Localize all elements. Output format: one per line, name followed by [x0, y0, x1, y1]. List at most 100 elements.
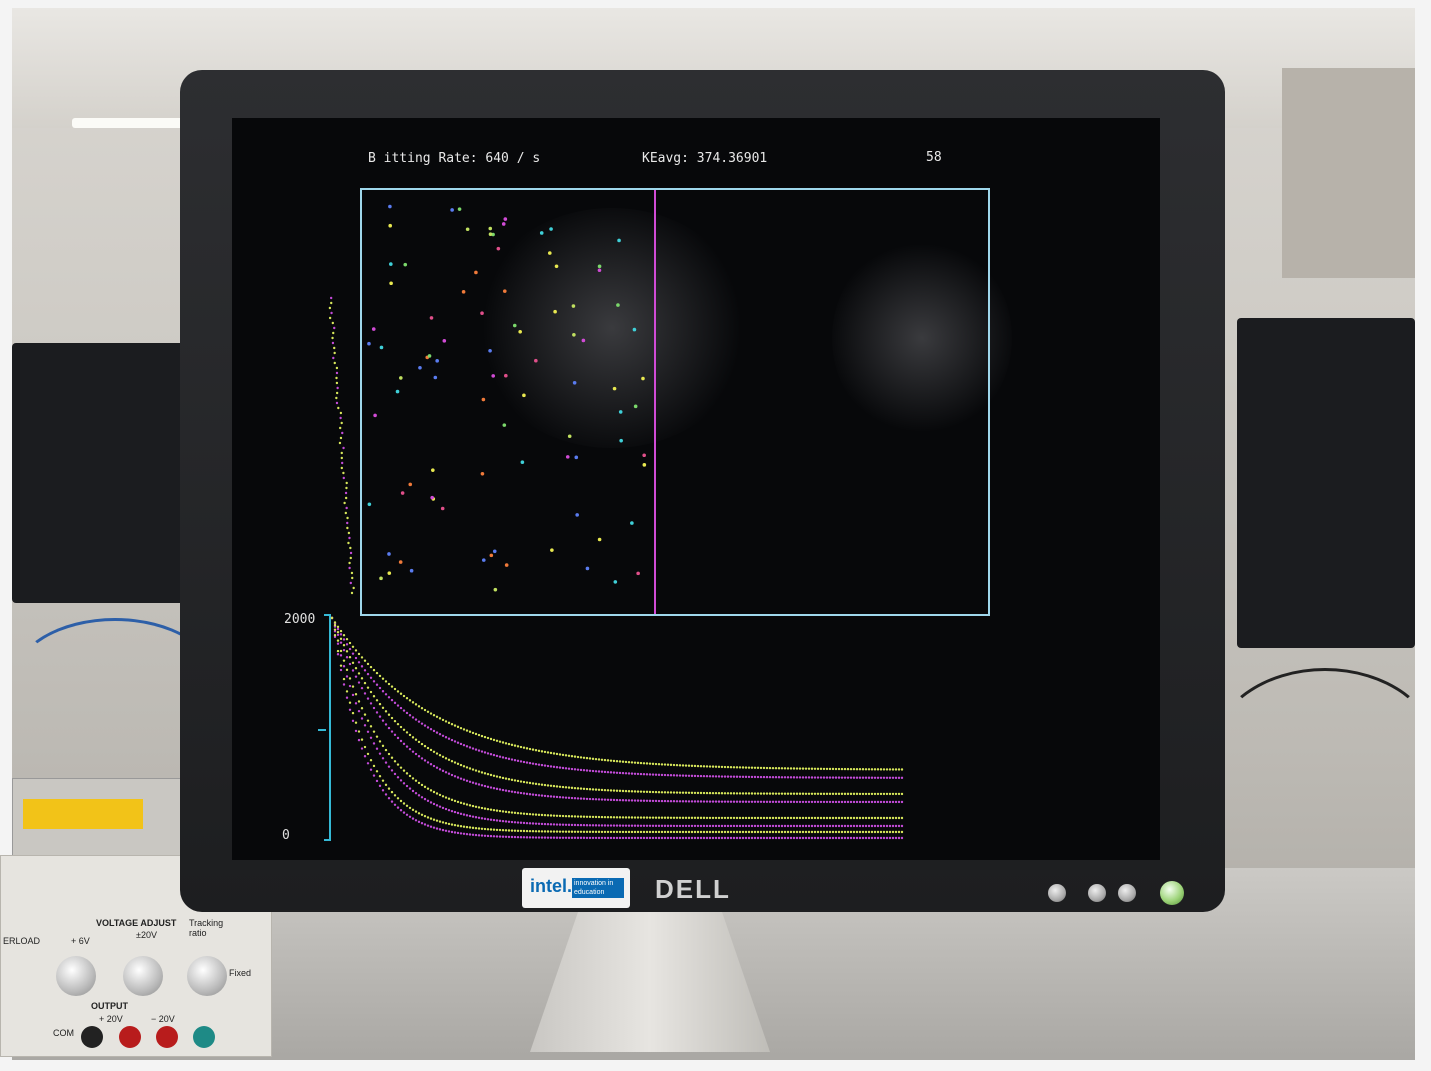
curve-dot: [475, 782, 477, 784]
curve-dot: [517, 760, 519, 762]
curve-dot: [394, 720, 396, 722]
power-button[interactable]: [1160, 881, 1184, 905]
curve-dot: [370, 737, 372, 739]
curve-dot: [817, 825, 819, 827]
curve-dot: [682, 764, 684, 766]
curve-dot: [748, 831, 750, 833]
curve-dot: [436, 767, 438, 769]
curve-dot: [862, 837, 864, 839]
knob-6v[interactable]: [56, 956, 96, 996]
curve-dot: [385, 749, 387, 751]
curve-dot: [490, 774, 492, 776]
curve-dot: [799, 831, 801, 833]
curve-dot: [760, 817, 762, 819]
curve-dot: [853, 825, 855, 827]
curve-dot: [805, 776, 807, 778]
curve-dot: [532, 822, 534, 824]
curve-dot: [742, 776, 744, 778]
curve-dot: [895, 777, 897, 779]
curve-dot: [757, 837, 759, 839]
curve-dot: [631, 772, 633, 774]
curve-dot: [760, 825, 762, 827]
curve-dot: [514, 744, 516, 746]
curve-dot: [706, 792, 708, 794]
curve-dot: [589, 816, 591, 818]
curve-dot: [664, 817, 666, 819]
curve-dot: [673, 825, 675, 827]
curve-dot: [814, 801, 816, 803]
curve-dot: [808, 817, 810, 819]
curve-dot: [718, 766, 720, 768]
curve-dot: [628, 799, 630, 801]
curve-dot: [742, 801, 744, 803]
curve-dot: [478, 734, 480, 736]
psu-output: OUTPUT: [91, 1001, 128, 1011]
input-button[interactable]: [1088, 884, 1106, 902]
curve-dot: [688, 775, 690, 777]
curve-dot: [883, 817, 885, 819]
curve-dot: [607, 824, 609, 826]
curve-dot: [667, 837, 669, 839]
curve-dot: [850, 825, 852, 827]
curve-dot: [463, 779, 465, 781]
jack-black[interactable]: [81, 1026, 103, 1048]
brightness-button[interactable]: [1118, 884, 1136, 902]
curve-dot: [787, 837, 789, 839]
jack-red-2[interactable]: [156, 1026, 178, 1048]
curve-dot: [628, 761, 630, 763]
curve-dot: [703, 831, 705, 833]
curve-dot: [415, 819, 417, 821]
curve-dot: [577, 815, 579, 817]
knob-20v[interactable]: [123, 956, 163, 996]
curve-dot: [670, 837, 672, 839]
curve-dot: [688, 792, 690, 794]
curve-dot: [616, 772, 618, 774]
curve-dot: [337, 650, 339, 652]
curve-dot: [832, 776, 834, 778]
curve-dot: [484, 772, 486, 774]
curve-dot: [631, 831, 633, 833]
curve-dot: [580, 797, 582, 799]
curve-dot: [565, 767, 567, 769]
curve-dot: [343, 644, 345, 646]
curve-dot: [685, 800, 687, 802]
curve-dot: [406, 745, 408, 747]
curve-dot: [433, 791, 435, 793]
curve-dot: [427, 824, 429, 826]
curve-dot: [580, 769, 582, 771]
curve-dot: [793, 817, 795, 819]
curve-dot: [781, 801, 783, 803]
curve-dot: [718, 800, 720, 802]
curve-dot: [721, 800, 723, 802]
jack-red[interactable]: [119, 1026, 141, 1048]
curve-dot: [460, 832, 462, 834]
curve-dot: [517, 745, 519, 747]
jack-green[interactable]: [193, 1026, 215, 1048]
curve-dot: [646, 837, 648, 839]
curve-dot: [637, 799, 639, 801]
curve-dot: [634, 799, 636, 801]
curve-dot: [751, 767, 753, 769]
curve-dot: [403, 811, 405, 813]
curve-dot: [532, 793, 534, 795]
curve-dot: [793, 831, 795, 833]
curve-dot: [790, 837, 792, 839]
curve-dot: [334, 624, 336, 626]
curve-dot: [421, 784, 423, 786]
curve-dot: [532, 830, 534, 832]
curve-dot: [352, 662, 354, 664]
curve-dot: [772, 792, 774, 794]
curve-dot: [376, 780, 378, 782]
curve-dot: [613, 816, 615, 818]
curve-dot: [847, 817, 849, 819]
curve-dot: [640, 773, 642, 775]
curve-dot: [415, 810, 417, 812]
knob-tracking[interactable]: [187, 956, 227, 996]
curve-dot: [403, 769, 405, 771]
curve-dot: [802, 767, 804, 769]
curve-dot: [532, 813, 534, 815]
curve-dot: [442, 770, 444, 772]
curve-dot: [391, 699, 393, 701]
menu-button[interactable]: [1048, 884, 1066, 902]
curve-dot: [697, 765, 699, 767]
